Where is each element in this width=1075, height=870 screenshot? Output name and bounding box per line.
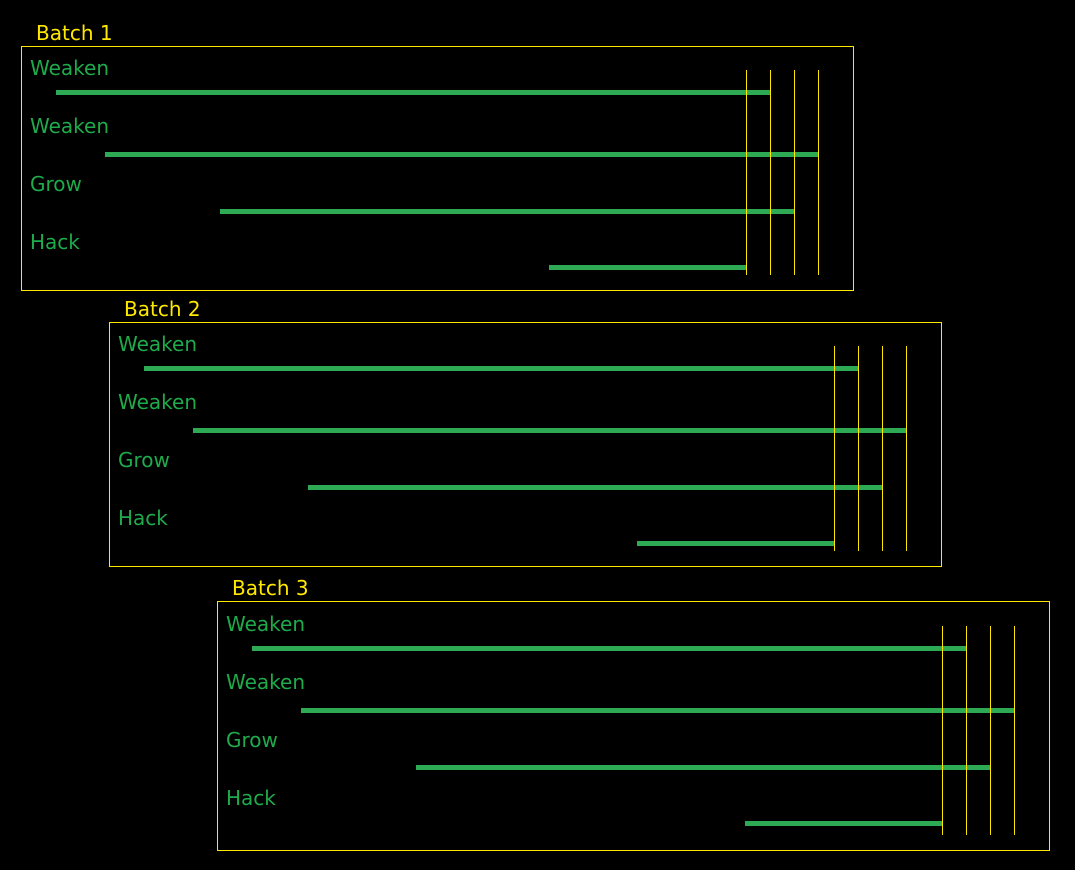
task-label-weaken-1: Weaken bbox=[30, 56, 110, 80]
task-label-hack-4: Hack bbox=[118, 506, 168, 530]
task-bar-hack-4 bbox=[549, 265, 746, 270]
batch-frame-3 bbox=[217, 601, 1050, 851]
task-bar-grow-3 bbox=[220, 209, 794, 214]
task-label-hack-4: Hack bbox=[226, 786, 276, 810]
batch-title-1: Batch 1 bbox=[36, 21, 113, 45]
task-label-hack-4: Hack bbox=[30, 230, 80, 254]
task-bar-weaken-1 bbox=[252, 646, 966, 651]
task-label-weaken-2: Weaken bbox=[30, 114, 110, 138]
task-label-weaken-1: Weaken bbox=[226, 612, 306, 636]
task-label-grow-3: Grow bbox=[226, 728, 278, 752]
task-label-grow-3: Grow bbox=[118, 448, 170, 472]
completion-marker-4 bbox=[906, 346, 907, 551]
task-bar-weaken-2 bbox=[105, 152, 818, 157]
completion-marker-3 bbox=[990, 626, 991, 835]
completion-marker-3 bbox=[794, 70, 795, 275]
completion-marker-2 bbox=[770, 70, 771, 275]
task-label-grow-3: Grow bbox=[30, 172, 82, 196]
task-label-weaken-1: Weaken bbox=[118, 332, 198, 356]
task-bar-weaken-1 bbox=[144, 366, 858, 371]
completion-marker-1 bbox=[746, 70, 747, 275]
completion-marker-3 bbox=[882, 346, 883, 551]
batch-frame-2 bbox=[109, 322, 942, 567]
task-bar-weaken-2 bbox=[301, 708, 1014, 713]
task-bar-grow-3 bbox=[416, 765, 990, 770]
task-label-weaken-2: Weaken bbox=[226, 670, 306, 694]
completion-marker-2 bbox=[966, 626, 967, 835]
batch-title-3: Batch 3 bbox=[232, 576, 309, 600]
completion-marker-1 bbox=[834, 346, 835, 551]
task-bar-hack-4 bbox=[637, 541, 834, 546]
batch-title-2: Batch 2 bbox=[124, 297, 201, 321]
task-bar-grow-3 bbox=[308, 485, 882, 490]
completion-marker-2 bbox=[858, 346, 859, 551]
completion-marker-4 bbox=[1014, 626, 1015, 835]
batch-frame-1 bbox=[21, 46, 854, 291]
task-bar-weaken-1 bbox=[56, 90, 770, 95]
task-bar-weaken-2 bbox=[193, 428, 906, 433]
completion-marker-1 bbox=[942, 626, 943, 835]
task-label-weaken-2: Weaken bbox=[118, 390, 198, 414]
completion-marker-4 bbox=[818, 70, 819, 275]
task-bar-hack-4 bbox=[745, 821, 942, 826]
